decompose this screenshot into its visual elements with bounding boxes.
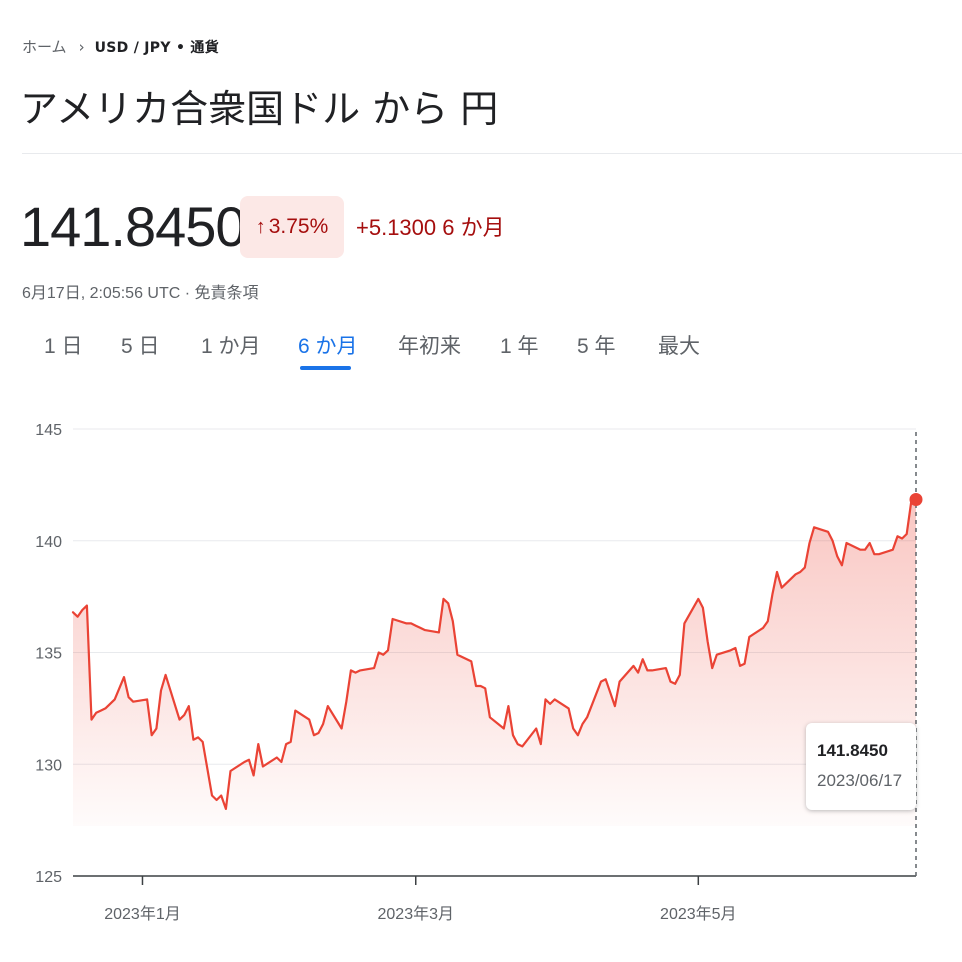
y-tick-label: 125 (35, 869, 62, 886)
breadcrumb-current: USD / JPY • 通貨 (94, 39, 219, 56)
change-percent: 3.75% (268, 215, 329, 238)
last-point-marker (909, 493, 923, 507)
arrow-up-icon: ↑ (255, 215, 266, 238)
breadcrumb-home-link[interactable]: ホーム (22, 38, 67, 56)
breadcrumb: ホーム › USD / JPY • 通貨 (22, 36, 219, 57)
price-chart[interactable]: 145 140 135 130 125 2023年1月 2023年3月 2023年5月 (0, 395, 962, 962)
y-tick-label: 145 (35, 422, 62, 439)
series-area (73, 500, 916, 826)
y-tick-label: 135 (35, 646, 62, 663)
chevron-right-icon: › (78, 37, 85, 56)
divider (22, 153, 962, 154)
page-title: アメリカ合衆国ドル から 円 (20, 87, 499, 131)
active-tab-indicator (300, 366, 351, 370)
tooltip-value: 141.8450 (817, 741, 888, 760)
range-tabs: 1 日 5 日 1 か月 6 か月 年初来 1 年 5 年 最大 (0, 330, 962, 376)
tab-6m[interactable]: 6 か月 (298, 335, 358, 358)
tab-ytd[interactable]: 年初来 (398, 335, 461, 358)
tab-5y[interactable]: 5 年 (577, 335, 616, 358)
tab-1y[interactable]: 1 年 (500, 335, 539, 358)
x-tick-label: 2023年3月 (378, 905, 455, 923)
tab-5d[interactable]: 5 日 (121, 335, 160, 358)
y-tick-label: 140 (35, 534, 62, 551)
change-absolute: +5.1300 6 か月 (356, 215, 505, 240)
y-tick-label: 130 (35, 757, 62, 774)
series-line (71, 499, 918, 810)
tab-1m[interactable]: 1 か月 (201, 335, 261, 358)
x-tick-label: 2023年1月 (104, 905, 181, 923)
change-percent-badge: ↑ 3.75% (240, 196, 344, 258)
timestamp: 6月17日, 2:05:56 UTC · 免責条項 (22, 285, 259, 302)
tooltip-date: 2023/06/17 (817, 771, 903, 790)
tab-1d[interactable]: 1 日 (44, 335, 83, 358)
x-tick-label: 2023年5月 (660, 905, 737, 923)
current-price: 141.8450 (20, 195, 247, 258)
tab-max[interactable]: 最大 (658, 335, 700, 358)
chart-tooltip: 141.8450 2023/06/17 (806, 723, 916, 810)
